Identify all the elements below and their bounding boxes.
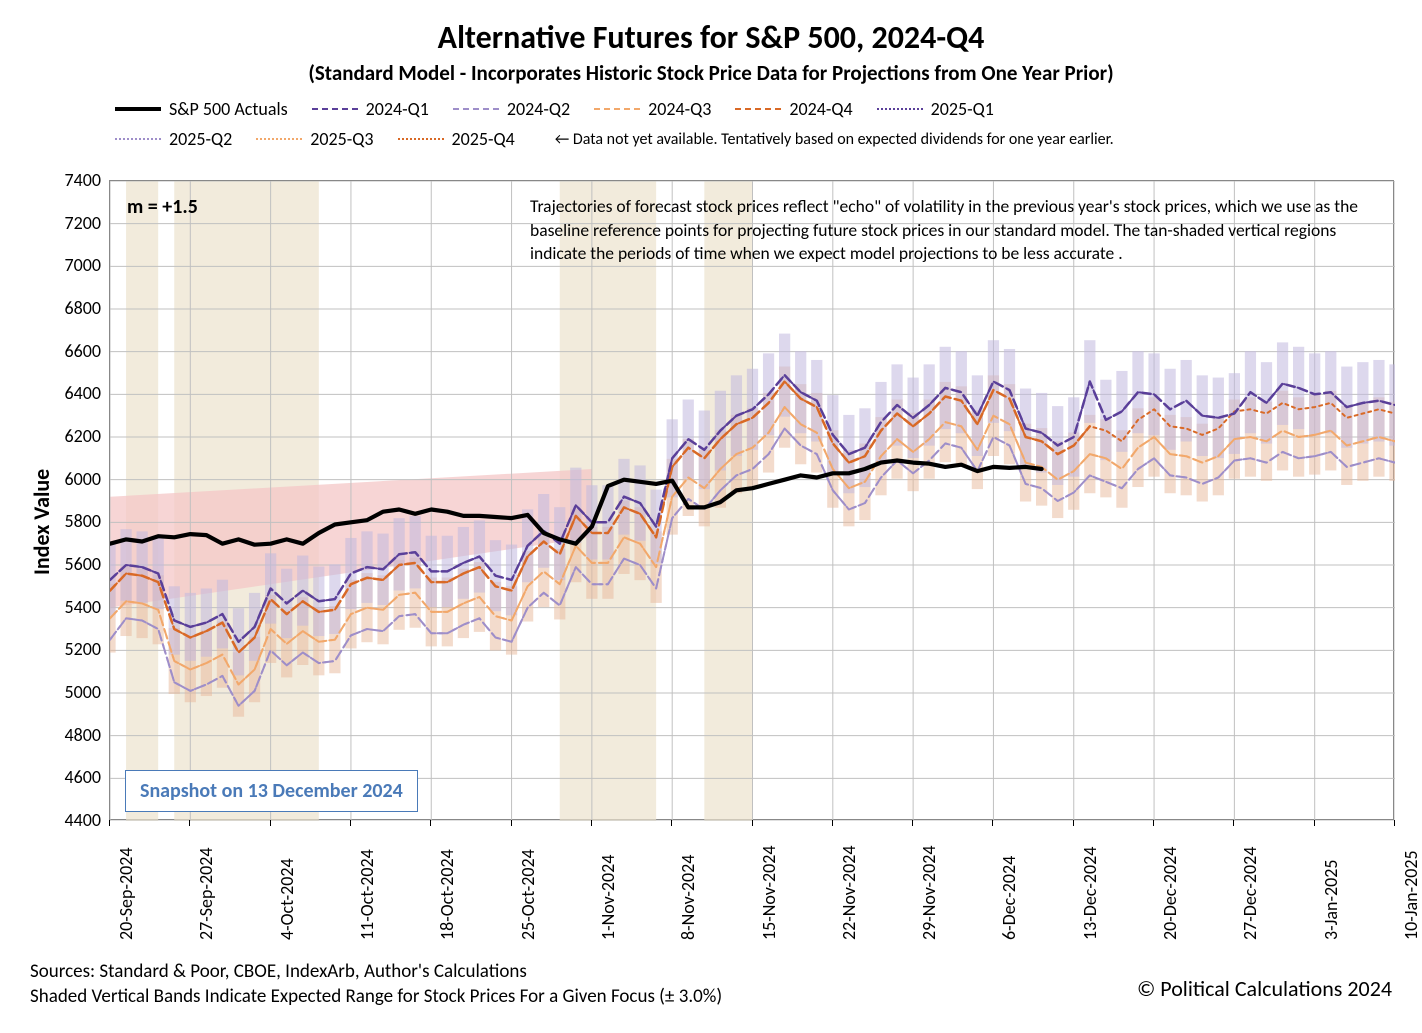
legend-item-2024q2: 2024-Q2 [453, 98, 570, 120]
x-tick-label: 8-Nov-2024 [677, 855, 699, 940]
y-tick-label: 7200 [49, 212, 101, 234]
legend-item-2025q2: 2025-Q2 [115, 128, 232, 150]
y-tick-label: 7400 [49, 169, 101, 191]
chart-note: Trajectories of forecast stock prices re… [530, 195, 1380, 266]
legend-label: 2024-Q1 [366, 98, 429, 120]
legend-label: 2025-Q3 [310, 128, 373, 150]
x-tick-label: 29-Nov-2024 [918, 845, 940, 940]
x-tick-label: 6-Dec-2024 [998, 856, 1020, 940]
legend-note: ← Data not yet available. Tentatively ba… [555, 130, 1114, 149]
y-tick-label: 5800 [49, 510, 101, 532]
m-label: m = +1.5 [127, 195, 198, 219]
x-tick-label: 4-Oct-2024 [276, 858, 298, 940]
sources-line-2: Shaded Vertical Bands Indicate Expected … [30, 985, 722, 1008]
y-tick-label: 6200 [49, 425, 101, 447]
x-tick-label: 11-Oct-2024 [356, 849, 378, 940]
y-tick-label: 4800 [49, 724, 101, 746]
legend-item-2025q4: 2025-Q4 [398, 128, 515, 150]
y-tick-label: 6600 [49, 340, 101, 362]
legend-label: 2025-Q2 [169, 128, 232, 150]
legend-item-2025q1: 2025-Q1 [877, 98, 994, 120]
x-tick-label: 22-Nov-2024 [838, 845, 860, 940]
snapshot-box: Snapshot on 13 December 2024 [125, 770, 418, 812]
x-tick-label: 3-Jan-2025 [1320, 860, 1342, 940]
x-tick-label: 15-Nov-2024 [758, 845, 780, 940]
y-tick-label: 7000 [49, 254, 101, 276]
plot-area [109, 180, 1394, 820]
legend-row-2: 2025-Q2 2025-Q3 2025-Q4 ← Data not yet a… [115, 128, 1395, 150]
legend-label: 2025-Q4 [452, 128, 515, 150]
x-tick-label: 18-Oct-2024 [436, 849, 458, 940]
y-tick-label: 4600 [49, 766, 101, 788]
x-tick-label: 20-Sep-2024 [115, 848, 137, 940]
legend-label: 2024-Q3 [648, 98, 711, 120]
y-tick-label: 5200 [49, 638, 101, 660]
chart-title: Alternative Futures for S&P 500, 2024-Q4 [0, 18, 1422, 57]
legend-row-1: S&P 500 Actuals 2024-Q1 2024-Q2 2024-Q3 … [115, 98, 1395, 120]
chart-container: Alternative Futures for S&P 500, 2024-Q4… [0, 0, 1422, 1033]
legend-label: 2024-Q4 [789, 98, 852, 120]
y-tick-label: 4400 [49, 809, 101, 831]
x-tick-label: 27-Dec-2024 [1239, 847, 1261, 940]
legend-label: S&P 500 Actuals [169, 98, 288, 120]
x-tick-label: 1-Nov-2024 [597, 855, 619, 940]
x-tick-label: 25-Oct-2024 [517, 849, 539, 940]
legend-item-2024q4: 2024-Q4 [735, 98, 852, 120]
legend-item-actuals: S&P 500 Actuals [115, 98, 288, 120]
copyright: © Political Calculations 2024 [1137, 975, 1392, 1002]
y-tick-label: 6800 [49, 297, 101, 319]
chart-subtitle: (Standard Model - Incorporates Historic … [0, 60, 1422, 86]
x-tick-label: 20-Dec-2024 [1159, 847, 1181, 940]
x-tick-label: 13-Dec-2024 [1079, 847, 1101, 940]
legend-label: 2025-Q1 [931, 98, 994, 120]
x-tick-label: 10-Jan-2025 [1400, 850, 1422, 940]
legend-item-2024q3: 2024-Q3 [594, 98, 711, 120]
plot-svg [110, 181, 1395, 821]
sources-line-1: Sources: Standard & Poor, CBOE, IndexArb… [30, 960, 527, 983]
y-tick-label: 5000 [49, 681, 101, 703]
legend-item-2024q1: 2024-Q1 [312, 98, 429, 120]
y-tick-label: 6400 [49, 382, 101, 404]
x-tick-label: 27-Sep-2024 [195, 848, 217, 940]
y-tick-label: 5600 [49, 553, 101, 575]
legend-item-2025q3: 2025-Q3 [256, 128, 373, 150]
y-tick-label: 6000 [49, 468, 101, 490]
legend-label: 2024-Q2 [507, 98, 570, 120]
y-tick-label: 5400 [49, 596, 101, 618]
